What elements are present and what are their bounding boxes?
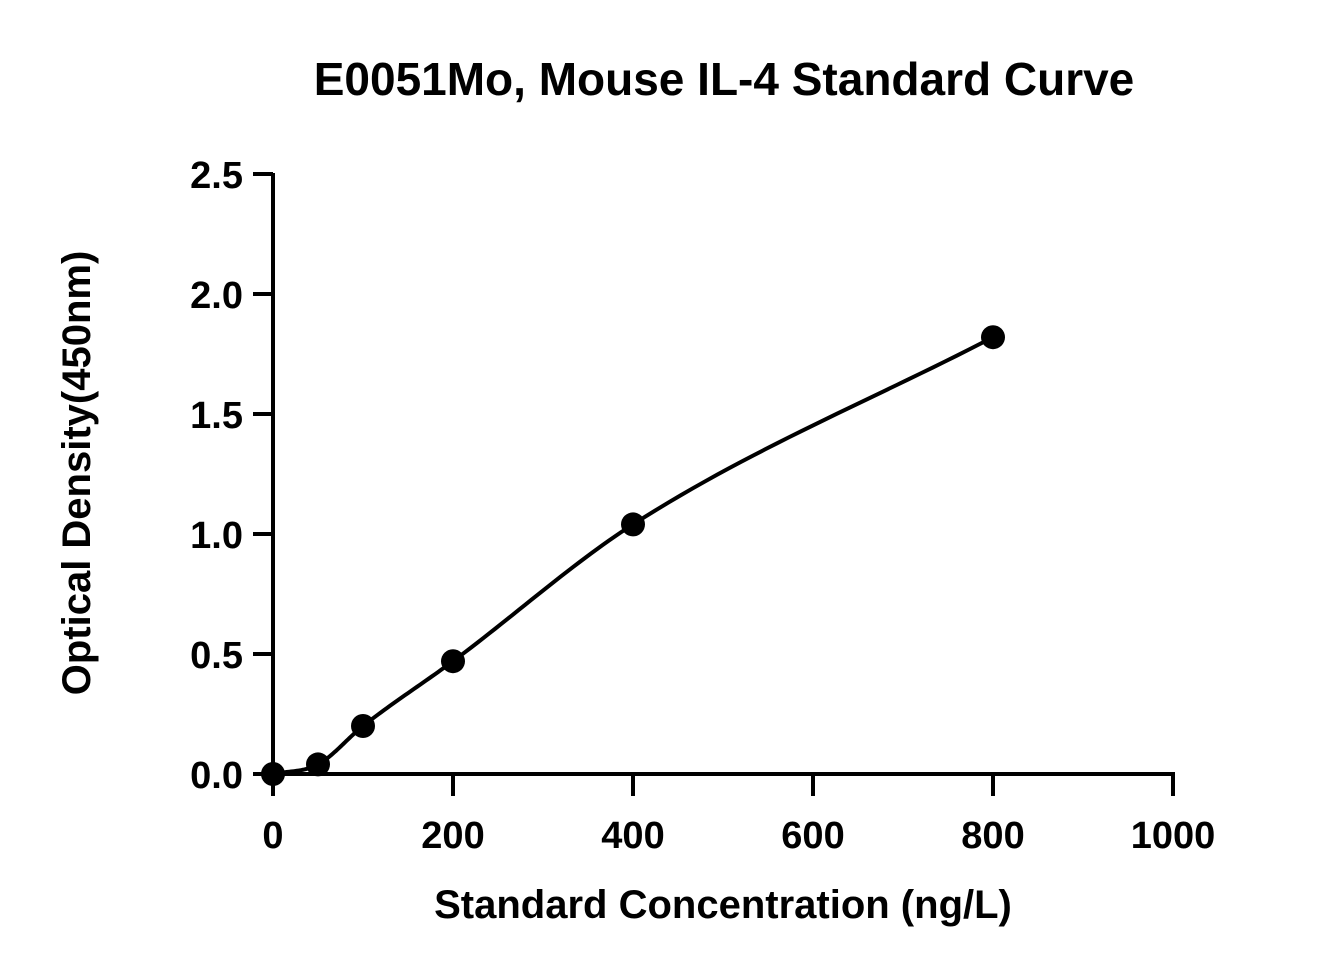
data-point xyxy=(981,325,1005,350)
y-tick-label: 2.5 xyxy=(190,155,243,197)
x-tick-label: 800 xyxy=(961,815,1024,857)
y-tick-label: 0.0 xyxy=(190,755,243,797)
x-axis-ticks: 0 200 400 600 800 1000 xyxy=(262,774,1215,857)
x-axis-label: Standard Concentration (ng/L) xyxy=(434,883,1012,927)
x-tick-label: 0 xyxy=(262,815,283,857)
chart-title: E0051Mo, Mouse IL-4 Standard Curve xyxy=(314,53,1135,105)
x-tick-label: 1000 xyxy=(1131,815,1216,857)
y-tick-label: 2.0 xyxy=(190,275,243,317)
y-tick-label: 0.5 xyxy=(190,635,243,677)
fit-curve xyxy=(272,335,994,776)
data-point xyxy=(306,752,330,777)
y-axis-ticks: 0.0 0.5 1.0 1.5 2.0 2.5 xyxy=(190,155,273,797)
data-point xyxy=(351,714,375,738)
y-axis-label: Optical Density(450nm) xyxy=(55,251,99,696)
x-tick-label: 400 xyxy=(601,815,664,857)
plot-area xyxy=(261,325,1005,786)
data-point xyxy=(621,512,645,537)
x-tick-label: 600 xyxy=(781,815,844,857)
y-tick-label: 1.0 xyxy=(190,515,243,557)
x-tick-label: 200 xyxy=(421,815,484,857)
y-tick-label: 1.5 xyxy=(190,395,243,437)
data-point xyxy=(441,649,465,674)
